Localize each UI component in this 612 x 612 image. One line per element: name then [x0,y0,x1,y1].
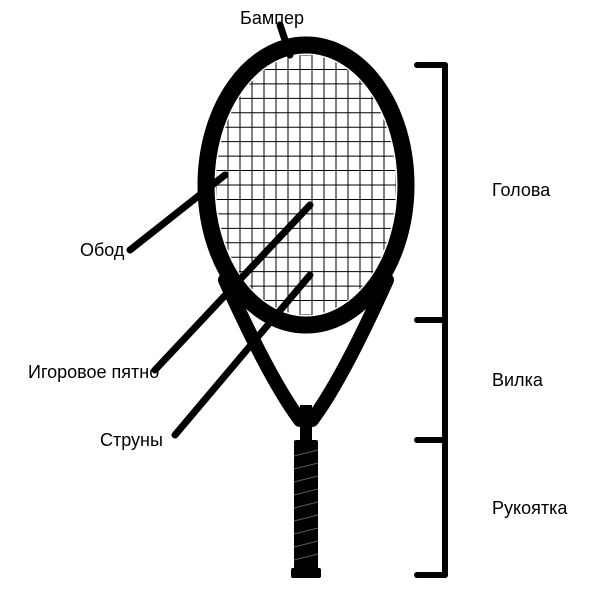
label-bumper: Бампер [240,8,304,29]
label-rim: Обод [80,240,124,261]
label-strings: Струны [100,430,163,451]
label-handle: Рукоятка [492,498,567,519]
label-head: Голова [492,180,550,201]
label-throat: Вилка [492,370,543,391]
racket-diagram [0,0,612,612]
label-sweet-spot: Игоровое пятно [28,362,159,383]
